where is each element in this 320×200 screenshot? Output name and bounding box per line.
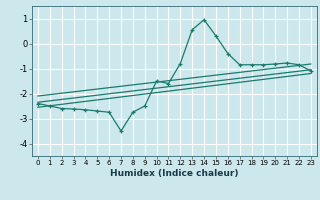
X-axis label: Humidex (Indice chaleur): Humidex (Indice chaleur) (110, 169, 239, 178)
